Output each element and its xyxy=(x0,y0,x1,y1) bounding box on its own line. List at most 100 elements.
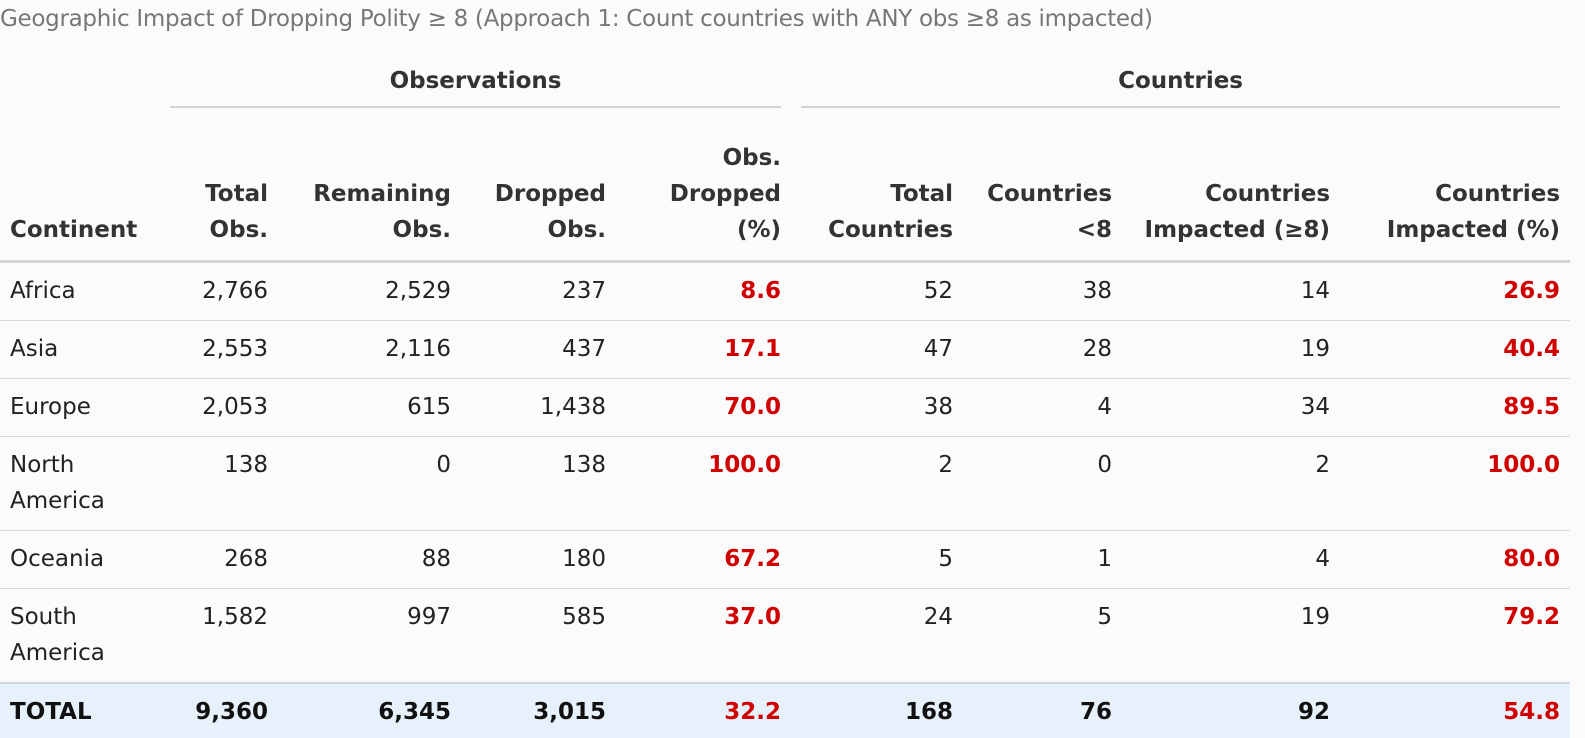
cell-countries-impacted: 19 xyxy=(1122,320,1341,379)
cell-obs-dropped-pct: 8.6 xyxy=(616,261,792,321)
cell-obs-dropped-pct: 70.0 xyxy=(616,378,792,437)
cell-total-countries: 52 xyxy=(791,261,964,321)
cell-total-obs: 1,582 xyxy=(160,588,278,684)
cell-total-countries: 168 xyxy=(791,682,964,738)
cell-remaining-obs: 2,116 xyxy=(278,320,461,379)
column-header-obs-dropped-pct-line2: Dropped xyxy=(669,181,782,207)
spanner-countries: Countries xyxy=(791,38,1570,110)
table-row: Oceania 268 88 180 67.2 5 1 4 80.0 xyxy=(0,530,1571,589)
column-header-dropped-obs: Dropped Obs. xyxy=(461,110,616,263)
cell-total-countries: 47 xyxy=(791,320,964,379)
cell-dropped-obs: 3,015 xyxy=(461,682,616,738)
cell-obs-dropped-pct: 32.2 xyxy=(616,682,792,738)
cell-countries-lt8: 4 xyxy=(963,378,1123,437)
cell-total-countries: 38 xyxy=(791,378,964,437)
cell-remaining-obs: 2,529 xyxy=(278,261,461,321)
cell-remaining-obs: 0 xyxy=(278,436,461,531)
cell-countries-impacted-pct: 79.2 xyxy=(1340,588,1571,684)
cell-continent-line2: America xyxy=(10,488,105,514)
column-header-continent: Continent xyxy=(0,110,160,263)
column-header-total-obs-line1: Total xyxy=(205,181,268,207)
cell-total-countries: 2 xyxy=(791,436,964,531)
cell-obs-dropped-pct: 37.0 xyxy=(616,588,792,684)
cell-dropped-obs: 180 xyxy=(461,530,616,589)
cell-continent-line1: Asia xyxy=(10,336,59,362)
cell-countries-lt8: 0 xyxy=(963,436,1123,531)
cell-continent-line1: Oceania xyxy=(10,546,105,572)
spanner-observations-label: Observations xyxy=(170,68,782,108)
cell-continent: South America xyxy=(0,588,160,684)
column-header-remaining-obs-line1: Remaining xyxy=(313,181,451,207)
cell-total-obs: 268 xyxy=(160,530,278,589)
cell-total-obs: 9,360 xyxy=(160,682,278,738)
cell-continent-line2: America xyxy=(10,640,105,666)
cell-remaining-obs: 997 xyxy=(278,588,461,684)
table-row: Asia 2,553 2,116 437 17.1 47 28 19 40.4 xyxy=(0,320,1571,379)
cell-countries-lt8: 1 xyxy=(963,530,1123,589)
cell-obs-dropped-pct: 17.1 xyxy=(616,320,792,379)
column-header-total-obs-line2: Obs. xyxy=(209,217,268,243)
cell-countries-impacted: 92 xyxy=(1122,682,1341,738)
spanner-countries-label: Countries xyxy=(801,68,1561,108)
cell-remaining-obs: 88 xyxy=(278,530,461,589)
table-body: Africa 2,766 2,529 237 8.6 52 38 14 26.9… xyxy=(0,261,1571,738)
cell-total-countries: 24 xyxy=(791,588,964,684)
column-header-countries-lt8-line2: <8 xyxy=(1076,217,1113,243)
column-header-continent-label: Continent xyxy=(10,217,138,243)
column-header-dropped-obs-line1: Dropped xyxy=(494,181,606,207)
column-header-total-obs: Total Obs. xyxy=(160,110,278,263)
cell-continent-line1: Europe xyxy=(10,394,91,420)
cell-total-obs: 138 xyxy=(160,436,278,531)
column-header-total-countries: Total Countries xyxy=(791,110,964,263)
cell-continent-line1: North xyxy=(10,452,75,478)
cell-continent: Europe xyxy=(0,378,160,437)
cell-countries-impacted: 14 xyxy=(1122,261,1341,321)
column-header-remaining-obs-line2: Obs. xyxy=(392,217,451,243)
cell-continent: Africa xyxy=(0,261,160,321)
cell-dropped-obs: 237 xyxy=(461,261,616,321)
geographic-impact-table: Observations Countries Continent Total Ob… xyxy=(0,38,1571,738)
column-header-countries-impacted-pct: Countries Impacted (%) xyxy=(1340,110,1571,263)
spanner-empty xyxy=(0,38,160,110)
cell-countries-lt8: 5 xyxy=(963,588,1123,684)
table-row: Europe 2,053 615 1,438 70.0 38 4 34 89.5 xyxy=(0,378,1571,437)
cell-countries-lt8: 28 xyxy=(963,320,1123,379)
cell-countries-impacted-pct: 89.5 xyxy=(1340,378,1571,437)
column-header-countries-impacted-pct-line2: Impacted (%) xyxy=(1386,217,1561,243)
cell-countries-impacted-pct: 26.9 xyxy=(1340,261,1571,321)
table-caption: Geographic Impact of Dropping Polity ≥ 8… xyxy=(0,6,1153,32)
cell-dropped-obs: 585 xyxy=(461,588,616,684)
cell-continent: Oceania xyxy=(0,530,160,589)
spanner-observations: Observations xyxy=(160,38,791,110)
cell-total-obs: 2,553 xyxy=(160,320,278,379)
column-header-countries-impacted-pct-line1: Countries xyxy=(1435,181,1561,207)
cell-countries-impacted: 4 xyxy=(1122,530,1341,589)
cell-continent: Asia xyxy=(0,320,160,379)
column-header-countries-impacted-line1: Countries xyxy=(1205,181,1331,207)
cell-total-obs: 2,766 xyxy=(160,261,278,321)
table-row: South America 1,582 997 585 37.0 24 5 19 … xyxy=(0,588,1571,684)
cell-dropped-obs: 437 xyxy=(461,320,616,379)
column-header-countries-impacted: Countries Impacted (≥8) xyxy=(1122,110,1341,263)
cell-dropped-obs: 1,438 xyxy=(461,378,616,437)
cell-continent-line1: Africa xyxy=(10,278,76,304)
column-header-row: Continent Total Obs. Remaining Obs. Droppe… xyxy=(0,110,1571,263)
cell-remaining-obs: 615 xyxy=(278,378,461,437)
cell-countries-impacted: 34 xyxy=(1122,378,1341,437)
cell-countries-impacted-pct: 100.0 xyxy=(1340,436,1571,531)
table-row: North America 138 0 138 100.0 2 0 2 100.0 xyxy=(0,436,1571,531)
total-row: TOTAL 9,360 6,345 3,015 32.2 168 76 92 5… xyxy=(0,682,1571,738)
column-header-countries-lt8-line1: Countries xyxy=(987,181,1113,207)
column-header-total-countries-line2: Countries xyxy=(828,217,954,243)
cell-obs-dropped-pct: 67.2 xyxy=(616,530,792,589)
column-header-total-countries-line1: Total xyxy=(890,181,954,207)
cell-dropped-obs: 138 xyxy=(461,436,616,531)
cell-total-countries: 5 xyxy=(791,530,964,589)
cell-countries-impacted-pct: 80.0 xyxy=(1340,530,1571,589)
cell-countries-impacted: 2 xyxy=(1122,436,1341,531)
cell-total-obs: 2,053 xyxy=(160,378,278,437)
cell-countries-impacted-pct: 54.8 xyxy=(1340,682,1571,738)
column-header-dropped-obs-line2: Obs. xyxy=(547,217,606,243)
column-header-countries-lt8: Countries <8 xyxy=(963,110,1123,263)
